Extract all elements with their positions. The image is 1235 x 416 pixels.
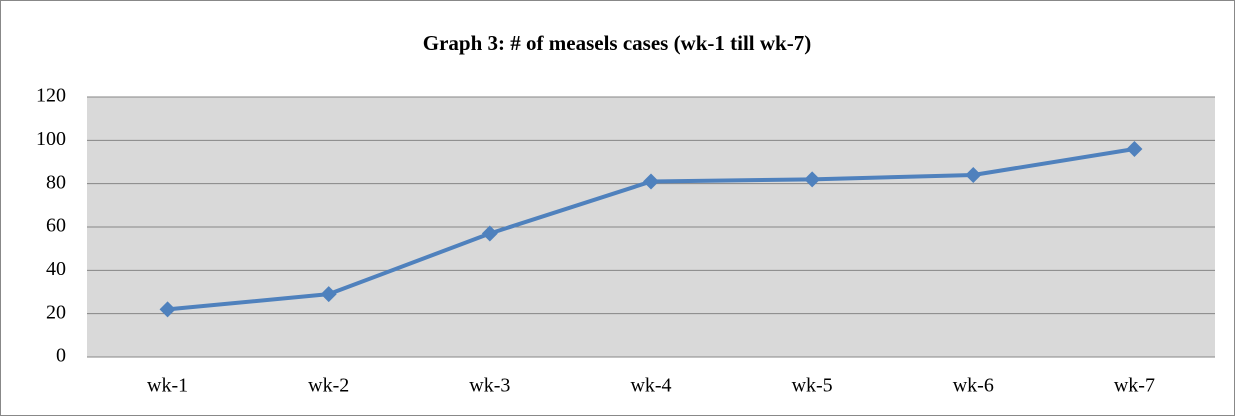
y-tick-label: 100 <box>36 128 66 150</box>
x-tick-label: wk-4 <box>630 375 671 397</box>
data-point <box>481 225 498 242</box>
y-tick-label: 40 <box>46 258 66 280</box>
x-tick-label: wk-2 <box>308 375 349 397</box>
data-point <box>159 301 176 318</box>
data-point <box>643 173 659 190</box>
data-point <box>804 171 821 188</box>
chart-title: Graph 3: # of measels cases (wk-1 till w… <box>423 31 811 55</box>
y-tick-label: 60 <box>46 215 66 237</box>
x-tick-label: wk-3 <box>469 375 510 397</box>
x-tick-label: wk-6 <box>953 375 994 397</box>
y-tick-label: 20 <box>46 301 66 323</box>
data-point <box>320 286 337 303</box>
y-tick-label: 0 <box>56 345 66 367</box>
x-tick-label: wk-7 <box>1114 375 1155 397</box>
x-tick-label: wk-1 <box>147 375 188 397</box>
y-tick-label: 80 <box>46 171 66 193</box>
data-point <box>1126 141 1143 157</box>
y-tick-label: 120 <box>36 85 66 107</box>
data-point <box>965 167 982 183</box>
x-tick-label: wk-5 <box>792 375 833 397</box>
